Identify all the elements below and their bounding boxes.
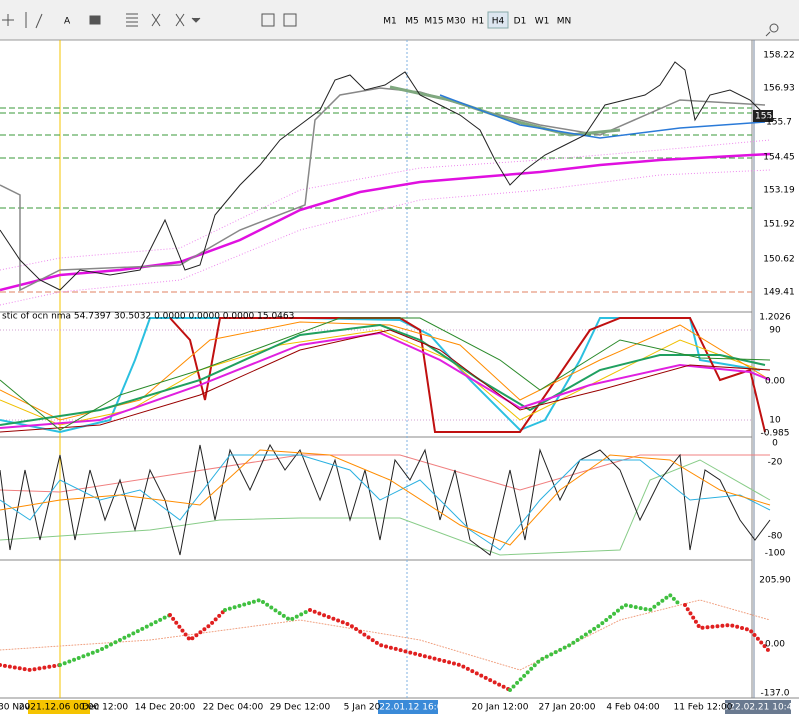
timeframe-button[interactable]: H4 — [492, 17, 505, 27]
timeframe-button[interactable]: M1 — [383, 17, 397, 27]
cursor-label-box — [28, 700, 90, 714]
indicator-scale-label: -80 — [768, 532, 783, 542]
time-label: 11 Feb 12:00 — [673, 703, 732, 713]
indicator-scale-label: -137.0 — [760, 689, 789, 699]
svg-text:A: A — [64, 17, 71, 27]
timeframe-button[interactable]: M5 — [405, 17, 419, 27]
price-label: 153.19 — [763, 186, 795, 196]
cursor-time: 2022.02.21 10:45 — [718, 703, 798, 713]
current-price: 155.95 — [755, 112, 787, 122]
indicator-title: stic of ocn nma 54.7397 30.5032 0.0000 0… — [2, 312, 294, 322]
price-lines — [0, 61, 771, 306]
indicator-1-lines — [0, 317, 771, 434]
price-label: 156.93 — [763, 84, 795, 94]
indicator-scale-label: 10 — [769, 416, 781, 426]
indicator-scale-label: -0.985 — [760, 429, 789, 439]
time-label: 4 Feb 04:00 — [606, 703, 660, 713]
timeframe-button[interactable]: W1 — [535, 17, 550, 27]
timeframe-button[interactable]: M30 — [446, 17, 465, 27]
price-levels — [0, 107, 752, 293]
timeframe-button[interactable]: M15 — [424, 17, 443, 27]
cursor-time: 2021.12.06 00:00 — [19, 703, 100, 713]
time-label: 14 Dec 20:00 — [135, 703, 196, 713]
indicator-3-lines — [0, 592, 771, 692]
indicator-scale-label: 0 — [772, 439, 778, 449]
time-label: 29 Dec 12:00 — [270, 703, 331, 713]
time-label: 27 Jan 20:00 — [539, 703, 596, 713]
time-label: 20 Jan 12:00 — [472, 703, 529, 713]
price-label: 149.41 — [763, 288, 795, 298]
indicator-scale-label: -20 — [768, 458, 783, 468]
indicator-scale-label: 0.00 — [765, 640, 785, 650]
timeframe-active — [487, 11, 509, 29]
price-label: 158.22 — [763, 51, 795, 61]
time-label: 22 Dec 04:00 — [203, 703, 264, 713]
timeframe-button[interactable]: H1 — [472, 17, 485, 27]
cursor-label-box — [378, 700, 438, 714]
cursor-time: 2022.01.12 16:00 — [368, 703, 449, 713]
indicator-scale-label: -100 — [765, 549, 786, 559]
price-label: 155.7 — [766, 118, 792, 128]
time-label: 5 Jan 20 — [344, 703, 381, 713]
price-label: 151.92 — [763, 220, 795, 230]
time-label: 30 Nov — [0, 703, 31, 713]
cursor-label-box — [725, 700, 791, 714]
price-label: 154.45 — [763, 153, 795, 163]
toolbar — [0, 0, 799, 40]
indicator-scale-label: 0.00 — [765, 377, 785, 387]
indicator-scale-label: 90 — [769, 326, 781, 336]
price-label: 150.62 — [763, 255, 795, 265]
timeframe-button[interactable]: D1 — [514, 17, 527, 27]
indicator-scale-label: 1.2026 — [759, 313, 791, 323]
indicator-2-lines — [0, 443, 771, 556]
timeframe-button[interactable]: MN — [557, 17, 572, 27]
tool-icons[interactable]: A — [2, 12, 779, 37]
indicator-scale-label: 205.90 — [759, 576, 791, 586]
time-label: Dec 12:00 — [82, 703, 128, 713]
current-price-box — [753, 110, 773, 122]
